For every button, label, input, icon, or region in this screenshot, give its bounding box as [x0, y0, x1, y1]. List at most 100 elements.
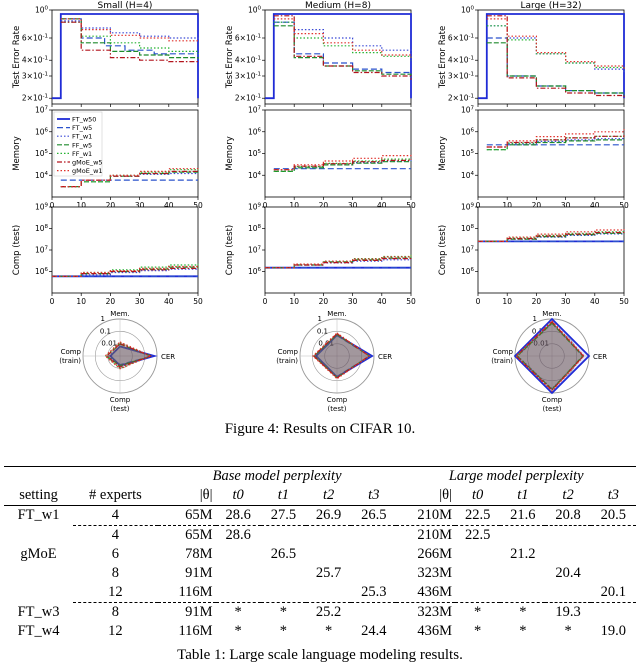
x-tick-label: 50	[193, 201, 203, 210]
cell-b-t1: *	[279, 623, 287, 639]
y-axis-label: Test Error Rate	[438, 26, 448, 89]
y-tick-label: 100	[248, 6, 262, 15]
table-group-header-row: Base model perplexity Large model perple…	[4, 466, 636, 486]
series-line-ft-w1	[52, 268, 199, 277]
y-axis-label: Comp (test)	[12, 225, 22, 275]
chart-panel-3-3: 0 10 20 30 40 50 Comp (test)	[438, 206, 629, 306]
radar-tick-label: 0.1	[532, 327, 543, 335]
cell-theta-l: 210M	[396, 525, 456, 545]
cell-l-t3: 19.0	[600, 623, 627, 639]
table-row: FT_w4 12 116M * * * 24.4 436M * * * 19.0	[4, 622, 636, 641]
cell-b-t0: *	[234, 623, 242, 639]
chart-panel-2-2: 0 10 20 30 40 50 Memory	[225, 109, 416, 210]
y-tick-label: 6×10-1	[22, 34, 48, 43]
series-line-ff-w1	[60, 21, 199, 54]
cell-l-t1: *	[519, 623, 527, 639]
y-axis-label: Test Error Rate	[12, 26, 22, 89]
x-tick-label: 0	[50, 297, 55, 306]
x-tick-label: 20	[106, 201, 116, 210]
cell-setting: gMoE	[20, 546, 57, 562]
cell-setting	[4, 583, 73, 603]
y-axis-label: Memory	[225, 136, 235, 171]
x-tick-label: 20	[319, 297, 329, 306]
radar-tick-label: 0.1	[100, 327, 111, 335]
y-tick-label: 107	[248, 106, 262, 115]
radar-label-comp-train: (train)	[59, 357, 81, 365]
cell-setting: FT_w1	[4, 505, 74, 526]
table-body: FT_w1 4 65M 28.6 27.5 26.9 26.5 210M 22.5 21.6 20.…	[4, 505, 636, 642]
radar-tick-label: 0.1	[317, 327, 328, 335]
x-tick-label: 30	[348, 297, 358, 306]
legend-label-ft-w5: FT_w5	[72, 124, 92, 132]
series-line-ft-w5	[60, 18, 199, 57]
series-line-gmoe-w5	[273, 159, 412, 171]
cell-theta-b: 65M	[157, 525, 216, 545]
legend-box	[53, 111, 103, 177]
y-tick-label: 100	[35, 6, 49, 15]
y-tick-label: 108	[461, 224, 475, 233]
y-tick-label: 109	[35, 203, 49, 212]
y-tick-label: 107	[35, 246, 49, 255]
plot-frame	[477, 206, 625, 294]
chart-panel-1-3: Test Error Rate Large (H=32)	[438, 1, 625, 107]
header-experts: # experts	[89, 487, 142, 503]
cell-b-t0	[216, 583, 261, 603]
cell-l-t1: 21.2	[510, 546, 536, 562]
cell-b-t0: 28.6	[215, 505, 261, 526]
table-row: FT_w3 8 91M * * 25.2 323M * * 19.3	[4, 602, 636, 622]
x-tick-label: 20	[319, 201, 329, 210]
series-line-ft-w1	[265, 258, 412, 269]
cell-l-t0	[455, 583, 500, 603]
plot-frame	[264, 109, 412, 198]
series-line-gmoe-w1	[60, 18, 199, 43]
table-row: FT_w1 4 65M 28.6 27.5 26.9 26.5 210M 22.5 21.6 20.…	[4, 505, 636, 526]
cell-l-t1	[500, 525, 546, 545]
radar-label-mem: Mem.	[327, 310, 346, 318]
header-theta-large: |θ|	[439, 487, 453, 503]
header-large-t1: t1	[517, 487, 529, 503]
cell-b-t2: 25.7	[315, 565, 342, 581]
y-tick-label: 100	[461, 6, 475, 15]
cell-b-t0: *	[215, 602, 261, 622]
x-tick-label: 20	[106, 297, 116, 306]
radar-tick-label: 1	[318, 315, 322, 323]
cell-b-t2: 25.2	[305, 602, 352, 622]
large-group-header: Large model perplexity	[396, 466, 636, 486]
radar-label-cer: CER	[161, 353, 175, 361]
cell-l-t1: *	[500, 602, 546, 622]
series-line-ff-w5	[265, 256, 412, 269]
radar-label-cer: CER	[593, 353, 607, 361]
cell-experts: 6	[111, 546, 120, 562]
x-tick-label: 20	[532, 201, 542, 210]
cell-l-t2: 20.4	[555, 565, 581, 581]
x-tick-label: 0	[476, 201, 481, 210]
cell-theta-l: 323M	[417, 565, 453, 581]
series-line-gmoe-w1	[265, 255, 412, 269]
x-tick-label: 0	[263, 297, 268, 306]
cell-setting: FT_w4	[17, 623, 60, 639]
figure-caption: Figure 4: Results on CIFAR 10.	[224, 421, 416, 437]
x-tick-label: 40	[590, 201, 600, 210]
x-tick-label: 0	[476, 297, 481, 306]
y-tick-label: 105	[35, 149, 49, 158]
radar-label-comp-test: (test)	[543, 405, 562, 413]
y-axis-label: Comp (test)	[438, 225, 448, 275]
radar-series-gmoe-w1	[312, 332, 371, 380]
cell-l-t1	[500, 583, 545, 603]
cell-b-t1	[260, 525, 306, 545]
base-group-header: Base model perplexity	[157, 466, 397, 486]
cell-l-t2	[545, 525, 591, 545]
radar-tick-label: 0.01	[101, 340, 117, 348]
cell-l-t2: 20.8	[545, 505, 591, 526]
cell-b-t2: 26.9	[305, 505, 352, 526]
cell-theta-l: 436M	[417, 623, 453, 639]
y-tick-label: 2×10-1	[448, 94, 474, 103]
y-axis-label: Memory	[12, 136, 22, 171]
series-line-gmoe-w1	[60, 166, 199, 188]
cell-theta-l: 266M	[417, 546, 453, 562]
x-tick-label: 0	[263, 201, 268, 210]
radar-label-comp-test: Comp	[542, 396, 563, 404]
